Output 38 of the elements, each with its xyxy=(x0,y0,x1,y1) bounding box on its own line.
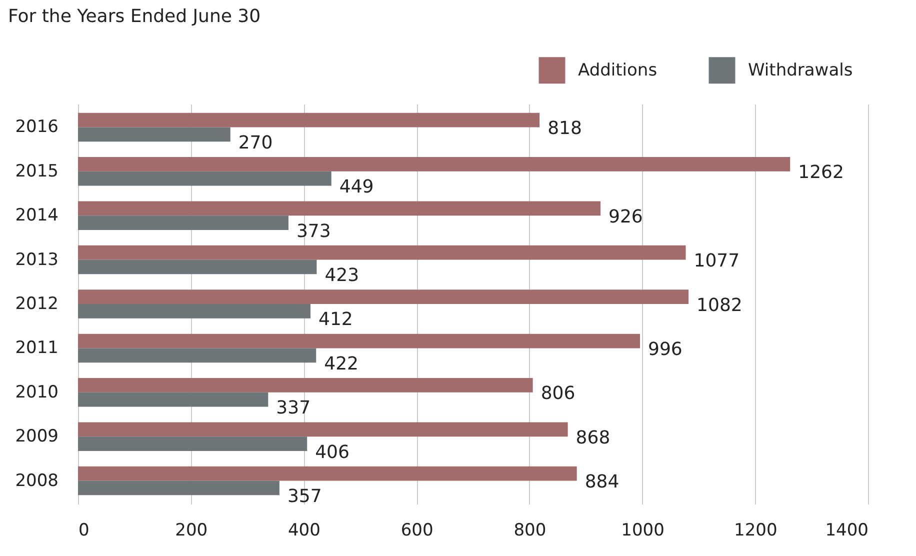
data-label: 996 xyxy=(648,339,682,360)
data-label: 806 xyxy=(540,383,576,404)
data-label: 422 xyxy=(324,353,358,374)
data-label: 270 xyxy=(238,132,273,154)
data-label: 1082 xyxy=(696,294,742,316)
data-label: 373 xyxy=(296,220,331,242)
legend-label: Additions xyxy=(578,60,658,80)
y-tick-label: 2011 xyxy=(15,338,58,358)
x-tick-label: 800 xyxy=(514,520,546,540)
chart-title: For the Years Ended June 30 xyxy=(8,6,261,27)
x-tick-label: 400 xyxy=(288,520,320,540)
y-tick-label: 2008 xyxy=(15,470,58,491)
x-tick-label: 200 xyxy=(175,520,208,540)
data-label: 926 xyxy=(608,206,643,228)
data-label: 884 xyxy=(584,472,620,493)
data-label: 406 xyxy=(315,442,350,463)
x-tick-label: 0 xyxy=(78,520,90,540)
y-tick-label: 2013 xyxy=(15,250,58,270)
y-tick-label: 2015 xyxy=(15,161,58,182)
data-label: 337 xyxy=(276,398,311,419)
data-label: 1262 xyxy=(798,162,844,184)
y-tick-label: 2014 xyxy=(15,206,58,226)
data-label: 449 xyxy=(339,176,374,198)
legend-label: Withdrawals xyxy=(748,60,853,80)
data-label: 868 xyxy=(576,427,610,448)
y-tick-label: 2016 xyxy=(15,117,58,138)
data-label: 423 xyxy=(324,264,360,286)
y-tick-label: 2010 xyxy=(15,382,58,402)
x-tick-label: 1000 xyxy=(621,520,664,540)
x-tick-label: 1200 xyxy=(734,520,778,540)
data-label: 412 xyxy=(318,309,353,330)
data-label: 357 xyxy=(287,486,322,507)
data-label: 1077 xyxy=(694,250,740,272)
y-tick-label: 2012 xyxy=(15,294,58,314)
data-label: 818 xyxy=(548,118,582,140)
x-tick-label: 600 xyxy=(400,520,434,540)
y-tick-label: 2009 xyxy=(15,426,58,447)
x-tick-label: 1400 xyxy=(825,520,868,540)
